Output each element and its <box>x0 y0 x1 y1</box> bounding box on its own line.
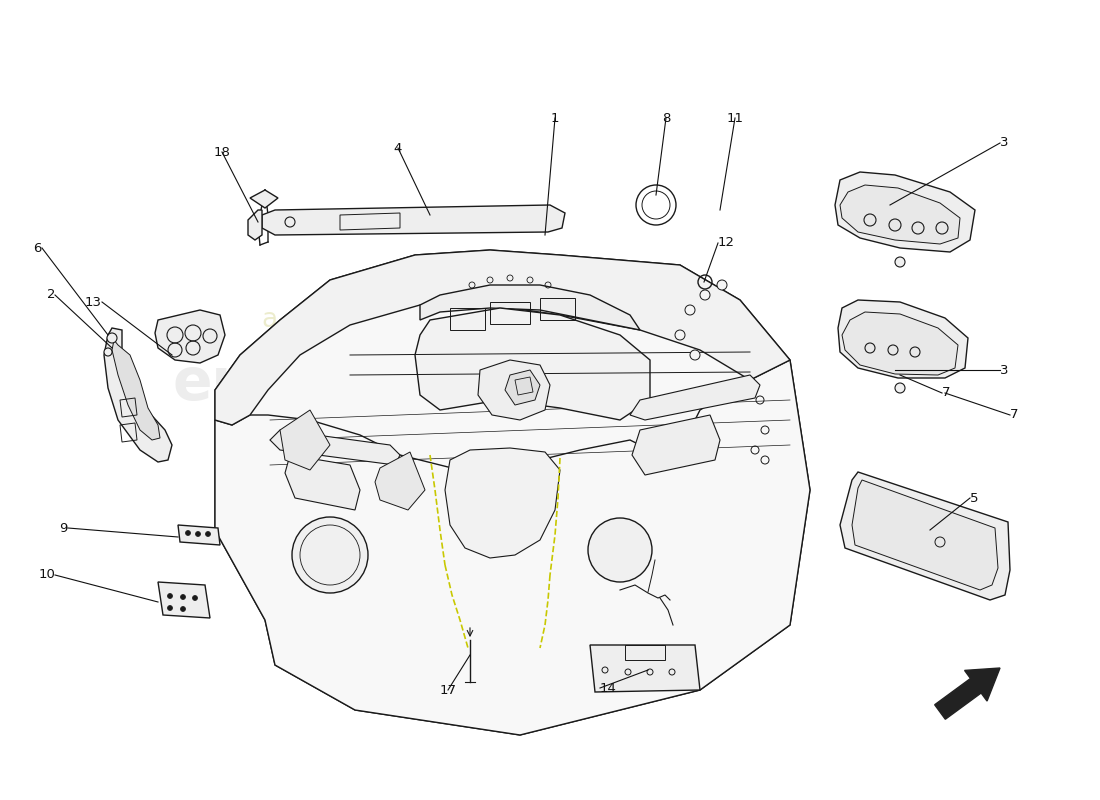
Circle shape <box>685 305 695 315</box>
Polygon shape <box>840 472 1010 600</box>
Circle shape <box>700 290 710 300</box>
Text: 14: 14 <box>600 682 617 694</box>
Circle shape <box>292 517 368 593</box>
Circle shape <box>206 531 210 537</box>
Circle shape <box>186 530 190 535</box>
Text: 7: 7 <box>1010 409 1019 422</box>
Text: 3: 3 <box>1000 137 1009 150</box>
Text: a passion for parts: a passion for parts <box>262 307 508 333</box>
Circle shape <box>895 383 905 393</box>
Circle shape <box>180 594 186 599</box>
Polygon shape <box>835 172 975 252</box>
Polygon shape <box>214 250 790 425</box>
Circle shape <box>167 606 173 610</box>
Polygon shape <box>420 285 640 330</box>
Polygon shape <box>155 310 226 363</box>
Polygon shape <box>415 308 650 420</box>
Polygon shape <box>270 430 400 465</box>
Polygon shape <box>104 328 172 462</box>
Polygon shape <box>478 360 550 420</box>
Text: 2: 2 <box>46 289 55 302</box>
Polygon shape <box>178 525 220 545</box>
Text: 18: 18 <box>213 146 230 158</box>
Circle shape <box>675 330 685 340</box>
Circle shape <box>107 333 117 343</box>
Circle shape <box>588 518 652 582</box>
FancyArrow shape <box>935 668 1000 719</box>
Circle shape <box>895 257 905 267</box>
Text: eurocarparts: eurocarparts <box>173 355 597 413</box>
Text: 6: 6 <box>34 242 42 254</box>
Text: 10: 10 <box>39 569 55 582</box>
Circle shape <box>180 606 186 611</box>
Polygon shape <box>375 452 425 510</box>
Polygon shape <box>248 210 262 240</box>
Polygon shape <box>280 410 330 470</box>
Circle shape <box>690 350 700 360</box>
Circle shape <box>104 348 112 356</box>
Circle shape <box>196 531 200 537</box>
Text: 1982: 1982 <box>621 362 742 438</box>
Circle shape <box>167 594 173 598</box>
Polygon shape <box>158 582 210 618</box>
Polygon shape <box>112 340 160 440</box>
Polygon shape <box>214 250 810 735</box>
Polygon shape <box>838 300 968 378</box>
Circle shape <box>192 595 198 601</box>
Text: 7: 7 <box>942 386 950 399</box>
Polygon shape <box>840 185 960 244</box>
Text: 11: 11 <box>726 111 744 125</box>
Text: 9: 9 <box>59 522 68 534</box>
Text: 1: 1 <box>551 111 559 125</box>
Text: 8: 8 <box>662 111 670 125</box>
Text: 12: 12 <box>718 237 735 250</box>
Text: 3: 3 <box>1000 363 1009 377</box>
Polygon shape <box>285 455 360 510</box>
Polygon shape <box>632 415 721 475</box>
Text: 13: 13 <box>85 295 102 309</box>
Polygon shape <box>630 375 760 420</box>
Polygon shape <box>446 448 560 558</box>
Circle shape <box>717 280 727 290</box>
Text: 17: 17 <box>440 683 456 697</box>
Polygon shape <box>214 360 810 735</box>
Text: 4: 4 <box>394 142 403 154</box>
Polygon shape <box>842 312 958 375</box>
Polygon shape <box>505 370 540 405</box>
Polygon shape <box>590 645 700 692</box>
Polygon shape <box>852 480 998 590</box>
Polygon shape <box>262 205 565 235</box>
Text: 5: 5 <box>970 491 979 505</box>
Polygon shape <box>250 190 278 208</box>
